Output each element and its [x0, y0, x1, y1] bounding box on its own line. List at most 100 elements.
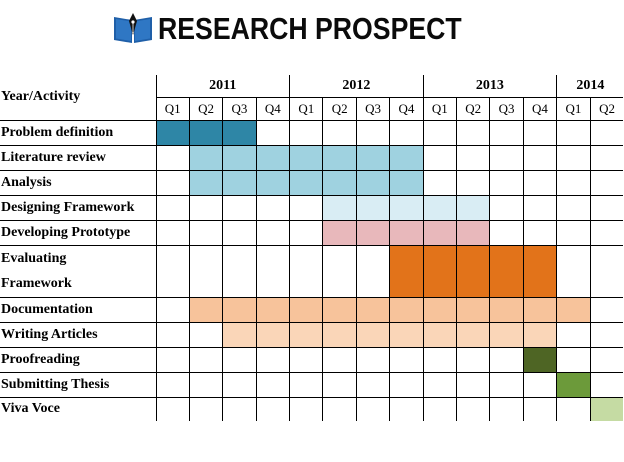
gantt-empty-cell	[456, 119, 491, 146]
gantt-empty-cell	[522, 194, 558, 221]
table-row: Proofreading	[0, 346, 624, 373]
gantt-empty-cell	[589, 346, 624, 373]
activity-label: Problem definition	[0, 119, 157, 146]
gantt-bar-cell	[522, 244, 558, 298]
gantt-empty-cell	[389, 396, 424, 421]
gantt-empty-cell	[188, 194, 224, 221]
gantt-bar-cell	[322, 321, 357, 348]
gantt-empty-cell	[556, 346, 591, 373]
gantt-bar-cell	[289, 169, 324, 196]
gantt-empty-cell	[389, 119, 424, 146]
table-row: Writing Articles	[0, 321, 624, 348]
gantt-empty-cell	[355, 371, 391, 398]
gantt-empty-cell	[155, 244, 190, 298]
activity-label-line: Framework	[1, 276, 72, 291]
gantt-empty-cell	[489, 371, 524, 398]
gantt-empty-cell	[222, 244, 257, 298]
quarter-header: Q2	[589, 96, 624, 121]
gantt-empty-cell	[422, 371, 458, 398]
gantt-bar-cell	[222, 321, 257, 348]
table-row: Designing Framework	[0, 194, 624, 221]
gantt-bar-cell	[322, 296, 357, 323]
gantt-empty-cell	[556, 396, 591, 421]
activity-label: Analysis	[0, 169, 157, 196]
gantt-bar-cell	[389, 296, 424, 323]
gantt-bar-cell	[456, 194, 491, 221]
gantt-bar-cell	[289, 321, 324, 348]
gantt-empty-cell	[222, 396, 257, 421]
table-row: Literature review	[0, 144, 624, 171]
gantt-empty-cell	[289, 396, 324, 421]
gantt-empty-cell	[155, 321, 190, 348]
quarter-header: Q1	[556, 96, 591, 121]
gantt-empty-cell	[556, 219, 591, 246]
quarter-header: Q3	[355, 96, 391, 121]
gantt-empty-cell	[556, 244, 591, 298]
gantt-empty-cell	[522, 144, 558, 171]
gantt-bar-cell	[255, 321, 291, 348]
gantt-empty-cell	[522, 396, 558, 421]
gantt-bar-cell	[589, 396, 624, 421]
gantt-bar-cell	[522, 346, 558, 373]
quarter-header: Q2	[188, 96, 224, 121]
year-header: 2014	[556, 75, 624, 98]
quarter-header: Q4	[389, 96, 424, 121]
gantt-empty-cell	[155, 396, 190, 421]
gantt-bar-cell	[188, 144, 224, 171]
gantt-empty-cell	[389, 371, 424, 398]
gantt-bar-cell	[556, 296, 591, 323]
gantt-empty-cell	[188, 321, 224, 348]
activity-rows: Problem definition Literature review Analy…	[0, 119, 624, 421]
gantt-empty-cell	[589, 119, 624, 146]
gantt-bar-cell	[489, 296, 524, 323]
gantt-empty-cell	[188, 371, 224, 398]
gantt-bar-cell	[456, 321, 491, 348]
gantt-empty-cell	[589, 244, 624, 298]
gantt-bar-cell	[522, 321, 558, 348]
gantt-empty-cell	[456, 346, 491, 373]
gantt-empty-cell	[222, 371, 257, 398]
activity-label-line: Evaluating	[1, 251, 67, 266]
quarter-header: Q1	[289, 96, 324, 121]
year-header: 2011	[155, 75, 291, 98]
gantt-bar-cell	[322, 169, 357, 196]
gantt-empty-cell	[489, 219, 524, 246]
gantt-empty-cell	[556, 169, 591, 196]
gantt-empty-cell	[422, 169, 458, 196]
activity-label: Viva Voce	[0, 396, 157, 421]
gantt-empty-cell	[222, 219, 257, 246]
gantt-empty-cell	[188, 244, 224, 298]
activity-label: Developing Prototype	[0, 219, 157, 246]
gantt-empty-cell	[355, 396, 391, 421]
gantt-empty-cell	[255, 219, 291, 246]
book-pen-icon	[114, 13, 153, 43]
activity-label: Submitting Thesis	[0, 371, 157, 398]
gantt-empty-cell	[155, 144, 190, 171]
gantt-bar-cell	[389, 194, 424, 221]
quarter-header: Q2	[456, 96, 491, 121]
table-row: Documentation	[0, 296, 624, 323]
gantt-bar-cell	[422, 219, 458, 246]
gantt-bar-cell	[489, 244, 524, 298]
gantt-bar-cell	[355, 219, 391, 246]
gantt-bar-cell	[456, 296, 491, 323]
gantt-empty-cell	[322, 244, 357, 298]
gantt-empty-cell	[489, 194, 524, 221]
table-row: Viva Voce	[0, 396, 624, 421]
gantt-empty-cell	[355, 244, 391, 298]
gantt-empty-cell	[589, 194, 624, 221]
gantt-bar-cell	[422, 321, 458, 348]
gantt-bar-cell	[222, 144, 257, 171]
gantt-bar-cell	[222, 119, 257, 146]
table-row: Developing Prototype	[0, 219, 624, 246]
gantt-empty-cell	[255, 396, 291, 421]
gantt-empty-cell	[522, 119, 558, 146]
gantt-empty-cell	[422, 119, 458, 146]
gantt-bar-cell	[522, 296, 558, 323]
gantt-table: Year/Activity 2011 2012 2013 2014 Q1 Q2 Q3 Q4 Q…	[0, 75, 624, 421]
gantt-empty-cell	[422, 346, 458, 373]
gantt-bar-cell	[556, 371, 591, 398]
gantt-empty-cell	[522, 219, 558, 246]
activity-label: Literature review	[0, 144, 157, 171]
year-header: 2012	[289, 75, 424, 98]
